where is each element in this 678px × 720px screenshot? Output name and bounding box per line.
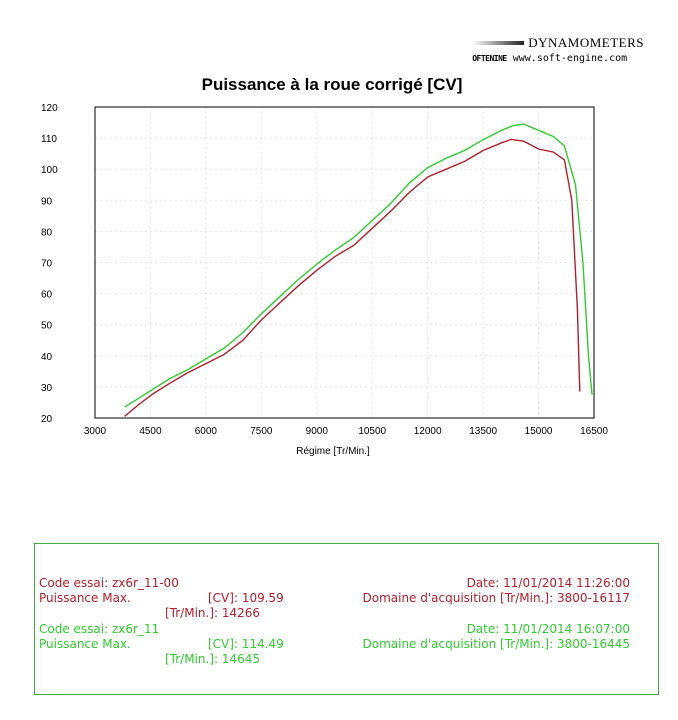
run2-rpm-value: 14645 [221,652,261,666]
run1-domain: Domaine d'acquisition [Tr/Min.]: 3800-16… [362,591,630,605]
x-axis: 3000 4500 6000 7500 9000 10500 12000 13500 15000… [84,426,608,437]
series-group [124,123,593,417]
run1-domain-value: 3800-16117 [556,591,630,605]
run1-date-value: 11/01/2014 11:26:00 [503,576,630,590]
run2-date: Date: 11/01/2014 16:07:00 [467,622,630,636]
grid [94,106,595,419]
y-tick-label: 120 [41,103,58,114]
x-tick-label: 6000 [195,426,218,437]
run1-rpm-value: 14266 [221,606,261,620]
run2-code-value: zx6r_11 [111,622,160,636]
run2-rpm: [Tr/Min.]: 14645 [165,652,260,666]
y-tick-label: 30 [41,383,53,394]
x-tick-label: 15000 [525,426,553,437]
series-line-2 [124,123,593,408]
y-tick-label: 40 [41,352,53,363]
x-tick-label: 4500 [139,426,162,437]
y-axis: 20 30 40 50 60 70 80 90 100 110 120 [41,103,58,425]
x-tick-label: 10500 [358,426,386,437]
y-tick-label: 50 [41,321,53,332]
x-axis-label: Régime [Tr/Min.] [296,446,370,457]
run1-power-label: Puissance Max. [39,591,131,605]
brand-logo: OFTENINE [472,54,507,63]
run2-date-value: 11/01/2014 16:07:00 [503,622,630,636]
run2-code: Code essai: zx6r_11 [39,622,159,636]
legend-box: Code essai: zx6r_11-00 Date: 11/01/2014 … [34,543,659,695]
x-tick-label: 13500 [469,426,497,437]
x-tick-label: 7500 [250,426,273,437]
run1-date: Date: 11/01/2014 11:26:00 [467,576,630,590]
run1-date-label: Date: [466,576,500,590]
y-tick-label: 100 [41,165,58,176]
run2-code-label: Code essai: [39,622,109,636]
x-tick-label: 3000 [84,426,107,437]
y-tick-label: 90 [41,196,53,207]
y-tick-label: 60 [41,290,53,301]
run1-rpm-unit: [Tr/Min.]: [165,606,219,620]
run1-rpm: [Tr/Min.]: 14266 [165,606,260,620]
brand-url: www.soft-engine.com [512,53,628,64]
run2-power-label: Puissance Max. [39,637,131,651]
brand-block: DYNAMOMETERS OFTENINE www.soft-engine.co… [472,35,644,64]
x-tick-label: 9000 [306,426,329,437]
run2-power-unit: [CV]: [208,637,238,651]
brand-name: DYNAMOMETERS [528,35,644,50]
run2-rpm-unit: [Tr/Min.]: [165,652,219,666]
run1-power: [CV]: 109.59 [208,591,284,605]
run1-power-value: 109.59 [241,591,284,605]
chart-title: Puissance à la roue corrigé [CV] [202,75,463,94]
run1-code: Code essai: zx6r_11-00 [39,576,179,590]
x-tick-label: 16500 [580,426,608,437]
series-line-1 [124,138,581,417]
y-tick-label: 70 [41,259,53,270]
run2-domain-value: 3800-16445 [556,637,630,651]
run1-domain-label: Domaine d'acquisition [Tr/Min.]: [362,591,554,605]
run2-date-label: Date: [466,622,500,636]
y-tick-label: 20 [41,414,53,425]
y-tick-label: 80 [41,227,53,238]
plot-frame [94,106,595,419]
run2-power-value: 114.49 [241,637,284,651]
power-chart: Puissance à la roue corrigé [CV] 20 30 40 5… [41,75,608,457]
run2-domain-label: Domaine d'acquisition [Tr/Min.]: [362,637,554,651]
brand-bar [472,41,525,45]
run1-code-label: Code essai: [39,576,109,590]
x-tick-label: 12000 [414,426,442,437]
run1-power-unit: [CV]: [208,591,238,605]
run1-code-value: zx6r_11-00 [111,576,179,590]
y-tick-label: 110 [41,134,57,145]
run2-domain: Domaine d'acquisition [Tr/Min.]: 3800-16… [362,637,630,651]
run2-power: [CV]: 114.49 [208,637,284,651]
